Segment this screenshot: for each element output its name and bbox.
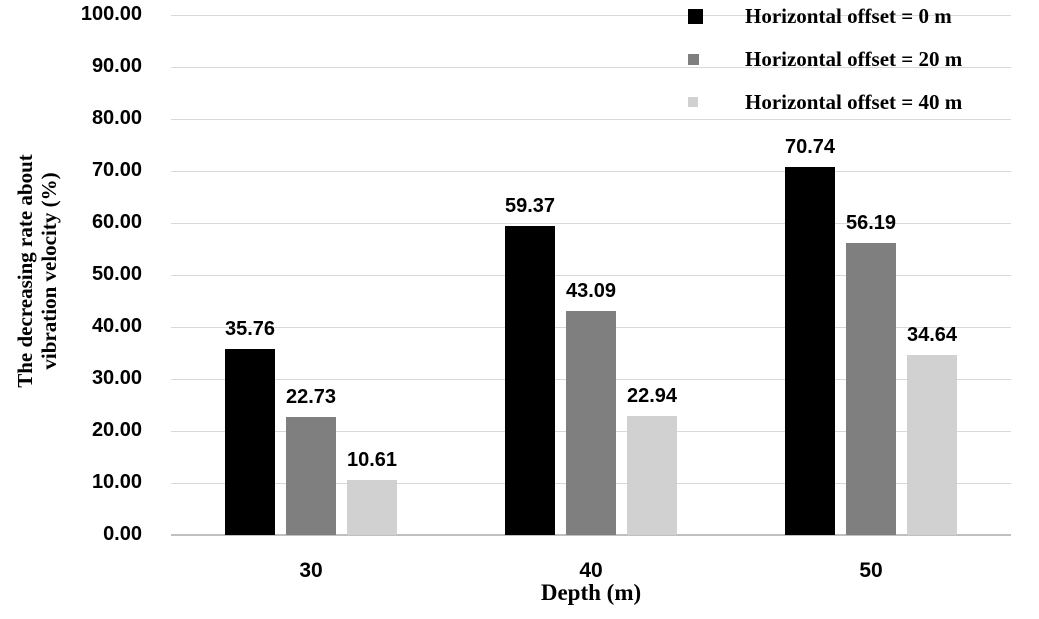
x-tick-label: 30 — [299, 559, 323, 582]
bar-series1-depth50 — [846, 242, 896, 535]
y-tick-label: 70.00 — [91, 159, 142, 181]
bar-series2-depth30 — [347, 479, 397, 535]
black-square-icon — [688, 8, 703, 24]
bar-series1-depth30 — [286, 416, 336, 535]
bar-series2-depth40 — [627, 415, 677, 535]
x-axis-title: Depth (m) — [540, 580, 642, 605]
legend-label-offset-40: Horizontal offset = 40 m — [745, 89, 963, 114]
gridline — [171, 119, 1011, 120]
bar-series0-depth50 — [785, 167, 835, 535]
gray-square-icon — [688, 53, 699, 65]
bar-value-label: 43.09 — [565, 279, 617, 302]
y-tick-label: 100.00 — [80, 3, 142, 25]
bar-series0-depth40 — [505, 226, 555, 535]
legend-label-offset-0: Horizontal offset = 0 m — [745, 3, 952, 28]
x-axis-line — [171, 534, 1011, 536]
bar-value-label: 70.74 — [784, 136, 836, 159]
bar-value-label: 10.61 — [346, 448, 398, 471]
legend-item-offset-0: Horizontal offset = 0 m — [688, 2, 952, 30]
y-tick-label: 60.00 — [91, 211, 142, 233]
bar-value-label: 34.64 — [906, 323, 958, 346]
legend: Horizontal offset = 0 m Horizontal offse… — [688, 2, 1028, 122]
y-tick-label: 50.00 — [91, 263, 142, 285]
gridline — [171, 223, 1011, 224]
bar-series2-depth50 — [907, 354, 957, 535]
legend-marker-slot — [688, 97, 704, 107]
bar-value-label: 35.76 — [224, 318, 276, 341]
y-tick-label: 40.00 — [91, 315, 142, 337]
gridline — [171, 171, 1011, 172]
bar-value-label: 22.73 — [285, 385, 337, 408]
y-tick-label: 0.00 — [103, 523, 142, 545]
bar-value-label: 59.37 — [504, 195, 556, 218]
legend-marker-slot — [688, 53, 704, 65]
gridline — [171, 15, 1011, 16]
bar-series0-depth30 — [225, 349, 275, 535]
y-axis-title-line1: The decreasing rate about — [13, 154, 37, 388]
gridline — [171, 67, 1011, 68]
x-tick-label: 50 — [859, 559, 883, 582]
legend-item-offset-40: Horizontal offset = 40 m — [688, 88, 962, 116]
y-tick-label: 80.00 — [91, 107, 142, 129]
legend-label-offset-20: Horizontal offset = 20 m — [745, 46, 963, 71]
bar-series1-depth40 — [566, 310, 616, 535]
light-gray-square-icon — [688, 97, 698, 107]
y-tick-label: 20.00 — [91, 419, 142, 441]
y-tick-label: 30.00 — [91, 367, 142, 389]
y-tick-label: 10.00 — [91, 471, 142, 493]
y-tick-label: 90.00 — [91, 55, 142, 77]
legend-item-offset-20: Horizontal offset = 20 m — [688, 45, 962, 73]
bar-value-label: 56.19 — [845, 211, 897, 234]
bar-value-label: 22.94 — [626, 384, 678, 407]
gridline — [171, 275, 1011, 276]
legend-marker-slot — [688, 8, 704, 24]
x-tick-label: 40 — [579, 559, 603, 582]
